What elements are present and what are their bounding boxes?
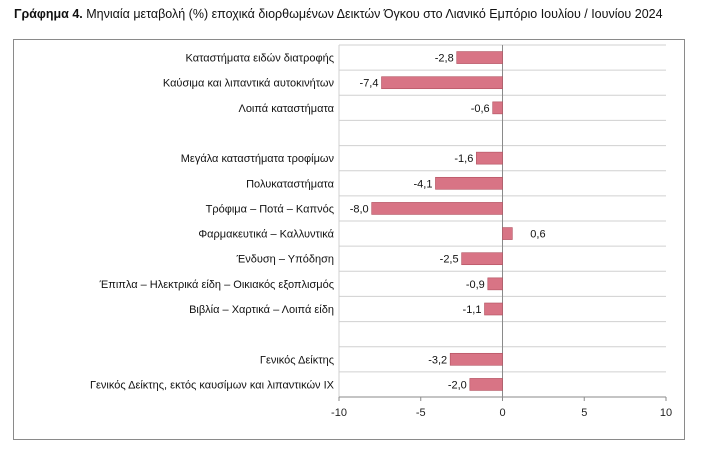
category-label: Γενικός Δείκτης	[260, 354, 334, 366]
category-label: Καύσιμα και λιπαντικά αυτοκινήτων	[163, 78, 335, 90]
bar	[502, 227, 513, 240]
bar	[469, 378, 503, 391]
x-tick-label: 5	[581, 407, 587, 419]
data-label: -2,0	[448, 379, 467, 391]
data-label: 0,6	[530, 229, 545, 241]
data-label: -0,9	[466, 279, 485, 291]
x-tick-label: 0	[499, 407, 505, 419]
bar	[492, 101, 503, 115]
bar	[476, 151, 503, 165]
category-label: Βιβλία – Χαρτικά – Λοιπά είδη	[189, 304, 334, 316]
x-tick-label: 10	[660, 407, 672, 419]
data-label: -3,2	[428, 354, 447, 366]
category-label: Μεγάλα καταστήματα τροφίμων	[181, 153, 335, 165]
category-label: Γενικός Δείκτης, εκτός καυσίμων και λιπα…	[90, 379, 335, 391]
x-tick-label: -5	[416, 407, 426, 419]
data-label: -1,6	[454, 153, 473, 165]
caption-lead: Γράφημα 4.	[14, 7, 83, 21]
data-label: -1,1	[463, 304, 482, 316]
category-label: Τρόφιμα – Ποτά – Καπνός	[206, 203, 334, 215]
chart-caption: Γράφημα 4. Μηνιαία μεταβολή (%) εποχικά …	[14, 7, 704, 21]
category-label: Ένδυση – Υπόδηση	[236, 254, 334, 266]
data-label: -2,8	[435, 53, 454, 65]
category-label: Φαρμακευτικά – Καλλυντικά	[198, 229, 334, 241]
bar	[435, 176, 503, 190]
bar	[461, 252, 503, 266]
bar	[371, 202, 503, 215]
data-label: -4,1	[413, 178, 432, 190]
bar	[487, 277, 503, 291]
bar	[381, 76, 503, 90]
bar-chart: -10 -5 0 5 10 Καταστήματα ειδών διατροφής -2,8…	[90, 44, 672, 419]
data-label: -8,0	[350, 203, 369, 215]
bar	[456, 51, 503, 64]
category-label: Λοιπά καταστήματα	[238, 103, 334, 115]
category-label: Έπιπλα – Ηλεκτρικά είδη – Οικιακός εξοπλ…	[99, 279, 334, 291]
bar	[484, 302, 503, 316]
data-label: -2,5	[440, 254, 459, 266]
bar	[449, 352, 503, 366]
caption-text: Μηνιαία μεταβολή (%) εποχικά διορθωμένων…	[86, 7, 663, 21]
x-tick-label: -10	[331, 407, 347, 419]
data-label: -0,6	[471, 103, 490, 115]
chart-frame: -10 -5 0 5 10 Καταστήματα ειδών διατροφής -2,8…	[13, 39, 685, 440]
category-label: Πολυκαταστήματα	[246, 178, 335, 190]
category-label: Καταστήματα ειδών διατροφής	[186, 53, 334, 65]
data-label: -7,4	[360, 78, 379, 90]
